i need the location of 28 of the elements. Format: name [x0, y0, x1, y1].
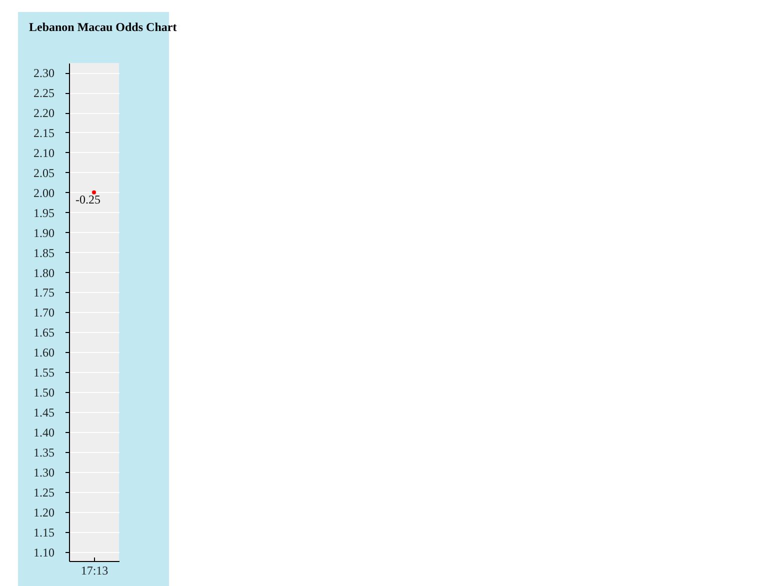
- y-tick-label: 1.65: [34, 326, 54, 340]
- annotation: -0.25: [76, 192, 100, 206]
- y-tick-label: 2.05: [34, 166, 54, 180]
- y-tick-label: 1.80: [34, 266, 54, 280]
- y-tick-label: 1.75: [34, 286, 54, 300]
- y-tick-label: 1.10: [34, 545, 54, 560]
- y-tick-label: 1.50: [34, 386, 54, 400]
- x-tick-label: 17:13: [80, 564, 108, 578]
- y-tick-label: 1.30: [34, 465, 54, 480]
- y-tick-label: 1.15: [34, 525, 54, 540]
- y-tick-label: 1.40: [34, 426, 54, 440]
- y-tick-label: 1.60: [34, 346, 54, 360]
- y-tick-label: 1.45: [34, 406, 54, 420]
- y-tick-label: 2.25: [34, 86, 54, 100]
- y-tick-label: 1.85: [34, 246, 54, 260]
- y-tick-label: 2.15: [34, 126, 54, 140]
- y-tick-label: 1.35: [34, 445, 54, 460]
- chart-title: Lebanon Macau Odds Chart: [29, 20, 177, 34]
- y-tick-label: 2.30: [34, 66, 54, 80]
- y-tick-label: 1.70: [34, 306, 54, 320]
- y-tick-label: 1.20: [34, 505, 54, 520]
- y-tick-label: 1.55: [34, 366, 54, 380]
- y-tick-label: 2.00: [34, 186, 54, 200]
- y-tick-label: 2.10: [34, 146, 54, 160]
- y-tick-label: 2.20: [34, 106, 54, 120]
- y-tick-label: 1.95: [34, 206, 54, 220]
- y-tick-label: 1.90: [34, 226, 54, 240]
- y-tick-label: 1.25: [34, 485, 54, 500]
